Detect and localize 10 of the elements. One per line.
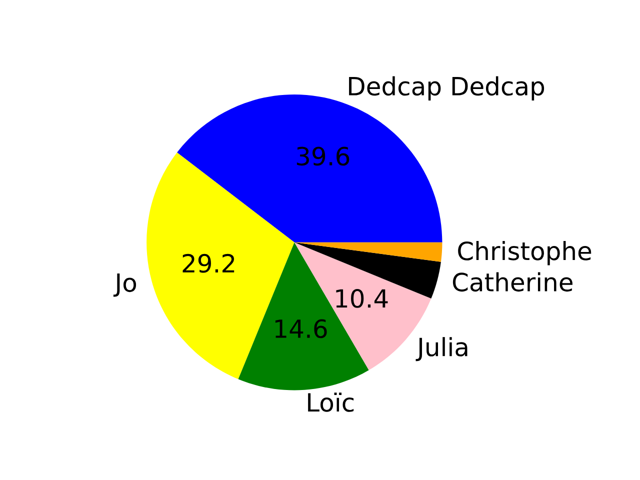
slice-label: Catherine [452,272,572,292]
slice-label: Christophe [458,241,592,266]
slice-label: Loïc [308,392,354,412]
data-label: 39.6 [296,146,350,166]
data-label: 10.4 [336,288,388,308]
slice-label: Jo [113,273,136,297]
data-label: 14.6 [275,319,327,338]
slice-label: Dedcap Dedcap [349,76,544,100]
data-label: 29.2 [182,254,234,273]
slice-label: Julia [416,337,468,362]
